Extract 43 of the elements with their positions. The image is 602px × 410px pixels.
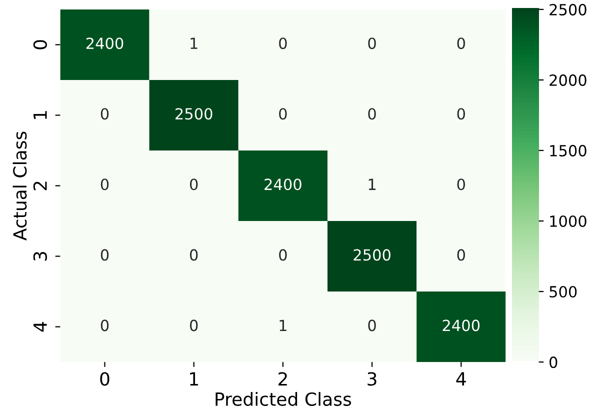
data-label: 0	[190, 178, 198, 190]
x-tick-label: 3	[368, 372, 376, 386]
data-label: 0	[457, 38, 465, 50]
y-tick-label: 3	[33, 252, 47, 261]
data-label: 0	[368, 108, 376, 120]
data-label: 0	[368, 38, 376, 50]
data-label: 2500	[176, 108, 212, 120]
data-label: 0	[100, 249, 109, 261]
x-axis-title: Predicted Class	[216, 392, 352, 406]
x-tick-label: 0	[100, 372, 110, 386]
y-tick-label: 0	[33, 40, 47, 50]
x-tick-label: 4	[456, 372, 466, 386]
data-label: 2500	[354, 249, 390, 261]
data-label: 0	[279, 108, 287, 120]
data-label: 1	[280, 320, 286, 331]
color-bar-label: 1000	[550, 215, 586, 228]
color-bar-label: 2000	[550, 74, 586, 86]
data-label: 0	[279, 249, 287, 261]
color-bar-label: 0	[550, 356, 558, 368]
x-tick-label: 1	[190, 372, 198, 386]
data-label: 1	[190, 38, 198, 49]
y-tick-label: 2	[33, 182, 47, 190]
y-axis-title: Actual Class	[12, 132, 27, 240]
data-label: 0	[100, 320, 109, 332]
data-label: 0	[100, 178, 109, 190]
data-label: 2400	[264, 178, 302, 190]
data-label: 0	[457, 249, 465, 261]
x-tick-label: 2	[278, 372, 287, 386]
color-bar-label: 2500	[550, 4, 586, 16]
color-bar-label: 1500	[550, 144, 586, 156]
data-label: 0	[457, 108, 465, 120]
y-tick-label: 4	[34, 322, 47, 332]
data-label: 0	[457, 178, 465, 190]
color-bar-label: 500	[550, 286, 577, 298]
data-label: 0	[279, 38, 287, 50]
data-label: 2400	[442, 320, 480, 332]
y-tick-label: 1	[34, 111, 47, 119]
data-label: 0	[190, 320, 198, 332]
data-label: 0	[368, 320, 376, 332]
data-label: 2400	[86, 38, 124, 50]
data-label: 1	[368, 178, 376, 190]
data-label: 0	[190, 249, 198, 261]
data-label: 0	[100, 108, 109, 120]
